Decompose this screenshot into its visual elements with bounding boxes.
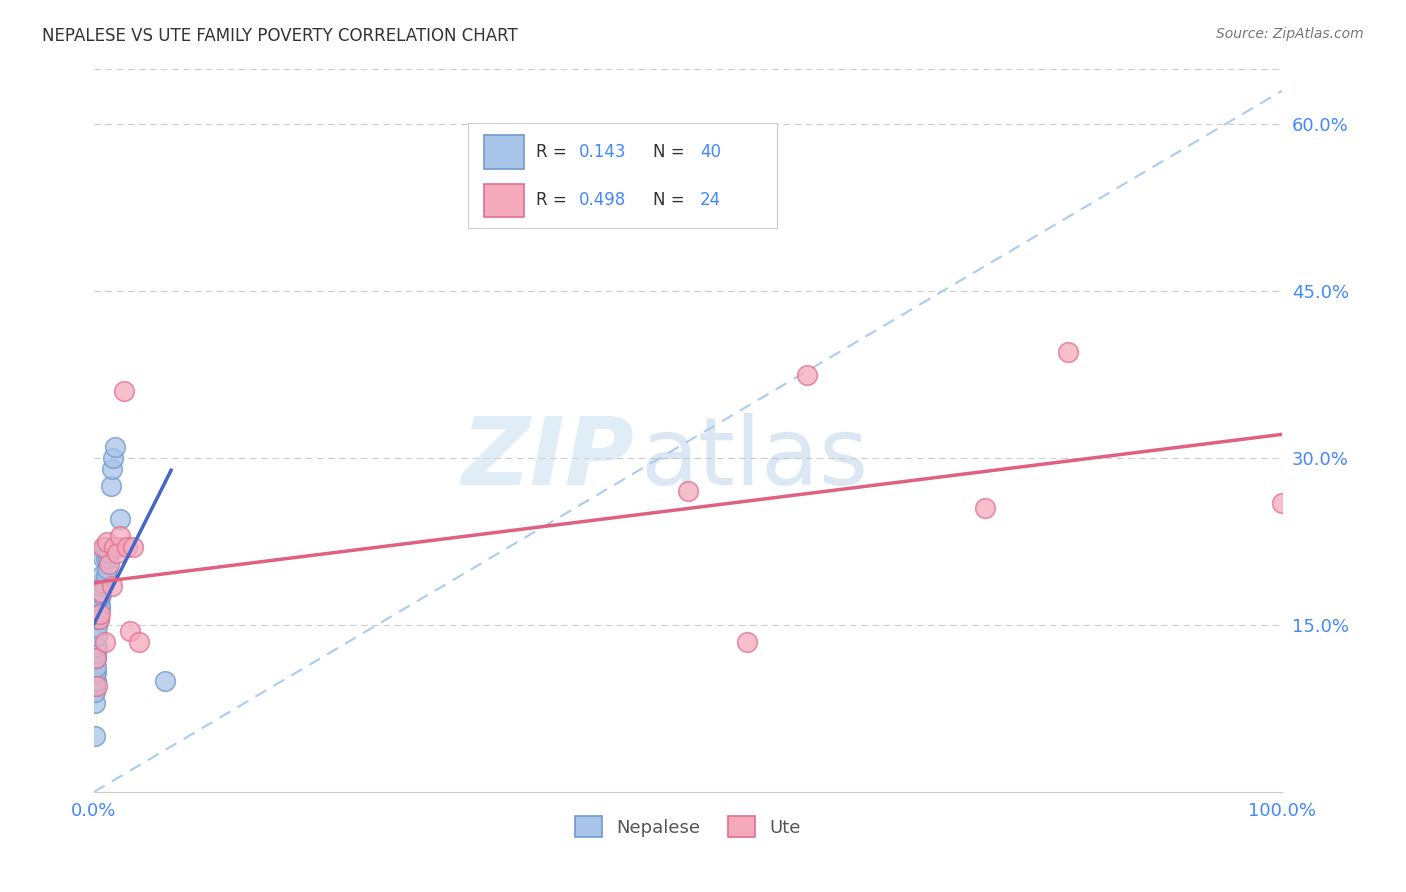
Point	[84, 660, 107, 674]
Point	[93, 634, 115, 648]
Point	[100, 579, 122, 593]
Point	[103, 540, 125, 554]
Point	[90, 584, 112, 599]
Text: ZIP: ZIP	[461, 413, 634, 505]
Point	[84, 651, 107, 665]
Text: atlas: atlas	[640, 413, 869, 505]
Point	[84, 673, 107, 688]
Point	[98, 557, 121, 571]
Point	[96, 534, 118, 549]
Point	[89, 590, 111, 604]
Point	[98, 546, 121, 560]
Point	[107, 540, 129, 554]
Point	[86, 629, 108, 643]
Point	[84, 640, 107, 655]
Point	[84, 679, 107, 693]
Point	[86, 640, 108, 655]
Point	[84, 646, 107, 660]
Point	[676, 484, 699, 499]
Point	[94, 551, 117, 566]
Point	[1271, 495, 1294, 509]
Point	[84, 665, 107, 679]
Text: Source: ZipAtlas.com: Source: ZipAtlas.com	[1216, 27, 1364, 41]
Point	[86, 612, 108, 626]
Point	[87, 612, 110, 626]
Point	[96, 562, 118, 576]
Point	[86, 679, 108, 693]
Point	[84, 729, 107, 743]
Point	[84, 696, 107, 710]
Point	[974, 501, 997, 516]
Point	[118, 624, 141, 638]
Point	[97, 551, 120, 566]
Point	[100, 462, 122, 476]
Point	[91, 575, 114, 590]
Point	[90, 587, 112, 601]
Point	[84, 685, 107, 699]
Point	[91, 568, 114, 582]
Point	[93, 540, 115, 554]
Point	[105, 546, 128, 560]
Text: NEPALESE VS UTE FAMILY POVERTY CORRELATION CHART: NEPALESE VS UTE FAMILY POVERTY CORRELATI…	[42, 27, 517, 45]
Point	[84, 673, 107, 688]
Legend: Nepalese, Ute: Nepalese, Ute	[568, 809, 808, 845]
Point	[90, 579, 112, 593]
Point	[89, 598, 111, 612]
Point	[93, 540, 115, 554]
Point	[84, 668, 107, 682]
Point	[87, 612, 110, 626]
Point	[89, 601, 111, 615]
Point	[108, 529, 131, 543]
Point	[112, 384, 135, 399]
Point	[108, 512, 131, 526]
Point	[128, 634, 150, 648]
Point	[89, 607, 111, 621]
Point	[104, 440, 127, 454]
Point	[94, 568, 117, 582]
Point	[84, 651, 107, 665]
Point	[87, 607, 110, 621]
Point	[100, 479, 122, 493]
Point	[796, 368, 818, 382]
Point	[86, 620, 108, 634]
Point	[122, 540, 145, 554]
Point	[115, 540, 138, 554]
Point	[1057, 345, 1080, 359]
Point	[101, 451, 124, 466]
Point	[93, 551, 115, 566]
Point	[737, 634, 759, 648]
Point	[87, 601, 110, 615]
Point	[155, 673, 177, 688]
